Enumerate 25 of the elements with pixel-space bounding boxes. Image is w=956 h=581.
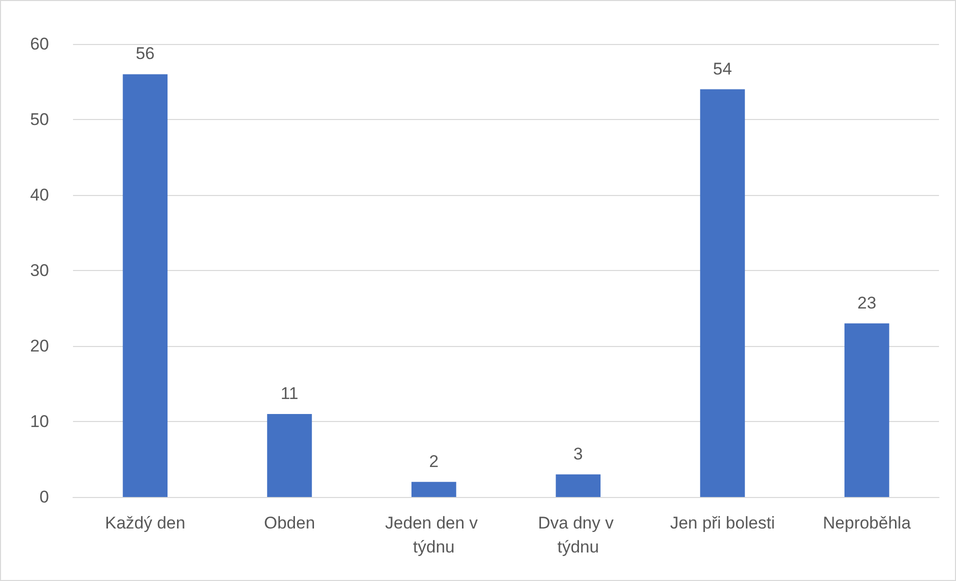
data-label: 23: [857, 293, 876, 312]
y-tick-label: 0: [40, 488, 49, 506]
data-label: 11: [280, 384, 298, 403]
x-tick-label: Jeden den v týdnu: [385, 514, 483, 556]
bar: [411, 482, 456, 497]
bar: [267, 414, 312, 497]
x-tick-label: Každý den: [104, 514, 186, 532]
bar: [844, 323, 890, 497]
y-tick-label: 10: [30, 412, 49, 431]
data-label: 3: [573, 444, 583, 464]
bar: [556, 474, 601, 497]
bar: [122, 74, 168, 497]
x-tick-label: Jen při bolesti: [670, 514, 775, 532]
y-tick-label: 20: [30, 336, 49, 356]
y-tick-label: 50: [30, 110, 49, 129]
data-label: 54: [713, 59, 732, 78]
y-tick-label: 60: [30, 34, 49, 54]
y-tick-label: 30: [30, 261, 49, 280]
data-label: 56: [136, 44, 155, 64]
x-tick-label: Obden: [264, 514, 316, 532]
bar: [700, 89, 745, 497]
y-tick-label: 40: [30, 186, 49, 204]
x-tick-label: Neproběhla: [822, 514, 912, 532]
data-label: 2: [429, 452, 439, 471]
x-tick-label: Dva dny v týdnu: [538, 514, 618, 556]
